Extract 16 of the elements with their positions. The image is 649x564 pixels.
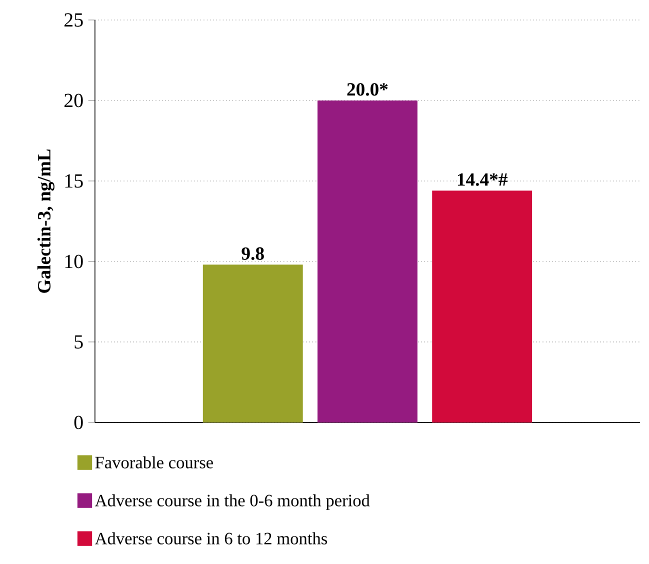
y-tick-label: 5 (74, 335, 83, 349)
legend-label: Adverse course in the 0-6 month period (94, 494, 370, 510)
legend-label: Adverse course in 6 to 12 months (94, 532, 328, 545)
y-axis-title: Galectin-3, ng/mL (37, 150, 54, 293)
data-label: 20.0* (347, 83, 388, 96)
data-label: 9.8 (242, 247, 264, 260)
y-tick-label: 25 (64, 13, 83, 27)
y-tick-label: 0 (74, 416, 83, 430)
bar (432, 190, 532, 423)
bar (318, 100, 418, 423)
y-tick-label: 15 (65, 174, 83, 188)
y-tick-label: 20 (64, 94, 83, 108)
y-tick-label: 10 (65, 254, 83, 268)
data-label: 14.4*# (458, 173, 508, 186)
legend-label: Favorable course (95, 456, 213, 469)
bar (202, 264, 303, 423)
